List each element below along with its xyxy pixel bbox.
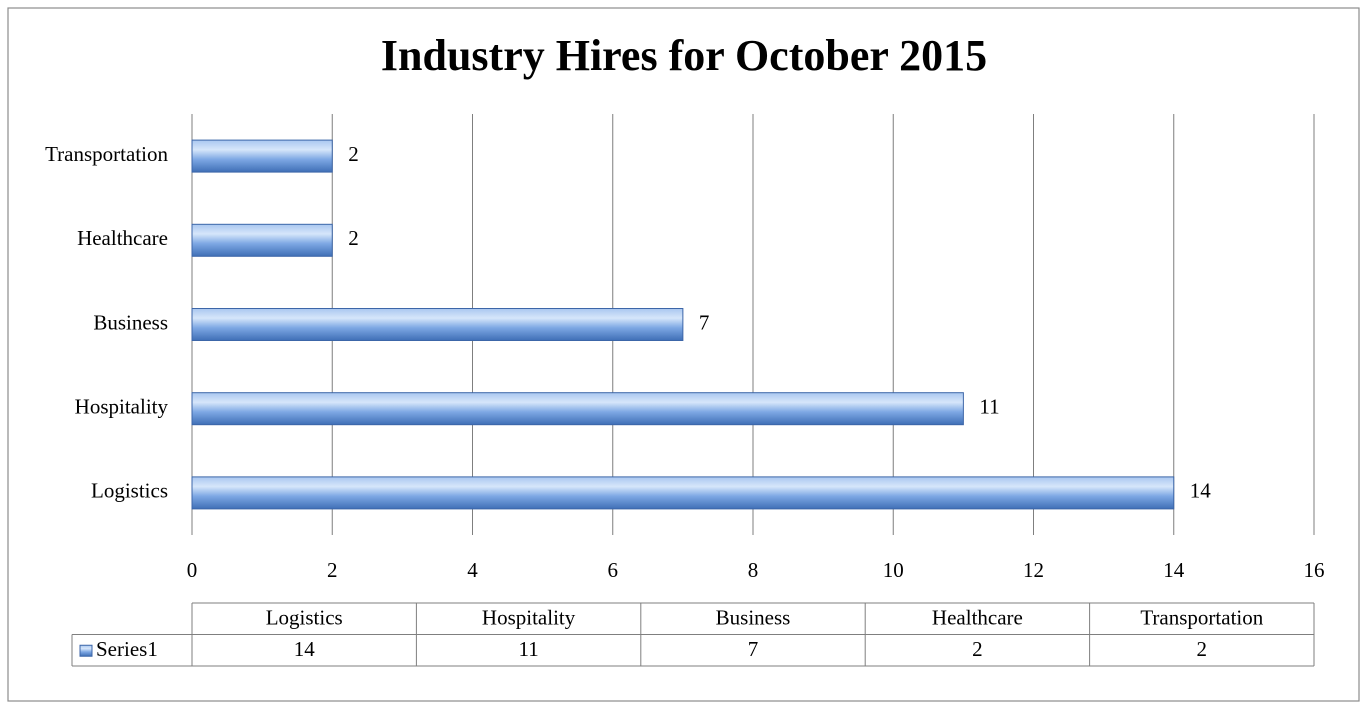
table-value: 2 bbox=[972, 637, 983, 661]
data-label: 7 bbox=[699, 310, 710, 334]
x-tick-label: 4 bbox=[467, 558, 478, 582]
bar bbox=[191, 223, 333, 257]
data-label: 2 bbox=[348, 226, 359, 250]
data-label: 11 bbox=[979, 395, 999, 419]
x-tick-label: 0 bbox=[187, 558, 198, 582]
x-tick-label: 8 bbox=[748, 558, 759, 582]
x-tick-label: 16 bbox=[1304, 558, 1325, 582]
bar bbox=[191, 139, 333, 173]
chart-title: Industry Hires for October 2015 bbox=[381, 31, 987, 80]
x-tick-label: 12 bbox=[1023, 558, 1044, 582]
y-tick-label: Business bbox=[93, 310, 168, 334]
table-value: 11 bbox=[518, 637, 538, 661]
table-value: 7 bbox=[748, 637, 759, 661]
table-header: Business bbox=[716, 606, 791, 630]
y-tick-label: Logistics bbox=[91, 479, 168, 503]
table-header: Hospitality bbox=[482, 606, 576, 630]
x-tick-label: 14 bbox=[1163, 558, 1185, 582]
table-value: 2 bbox=[1197, 637, 1208, 661]
table-value: 14 bbox=[294, 637, 316, 661]
y-tick-label: Hospitality bbox=[75, 395, 169, 419]
legend-swatch bbox=[79, 644, 93, 657]
table-header: Healthcare bbox=[932, 606, 1023, 630]
table-header: Logistics bbox=[266, 606, 343, 630]
x-tick-label: 6 bbox=[608, 558, 619, 582]
y-tick-label: Healthcare bbox=[77, 226, 168, 250]
x-tick-label: 2 bbox=[327, 558, 338, 582]
bar bbox=[191, 476, 1175, 510]
bar bbox=[191, 392, 964, 426]
legend-label: Series1 bbox=[96, 637, 158, 661]
data-label: 2 bbox=[348, 142, 359, 166]
y-tick-label: Transportation bbox=[45, 142, 168, 166]
x-tick-label: 10 bbox=[883, 558, 904, 582]
bar bbox=[191, 308, 684, 341]
chart-border bbox=[7, 7, 1360, 702]
data-label: 14 bbox=[1190, 479, 1212, 503]
table-header: Transportation bbox=[1140, 606, 1263, 630]
